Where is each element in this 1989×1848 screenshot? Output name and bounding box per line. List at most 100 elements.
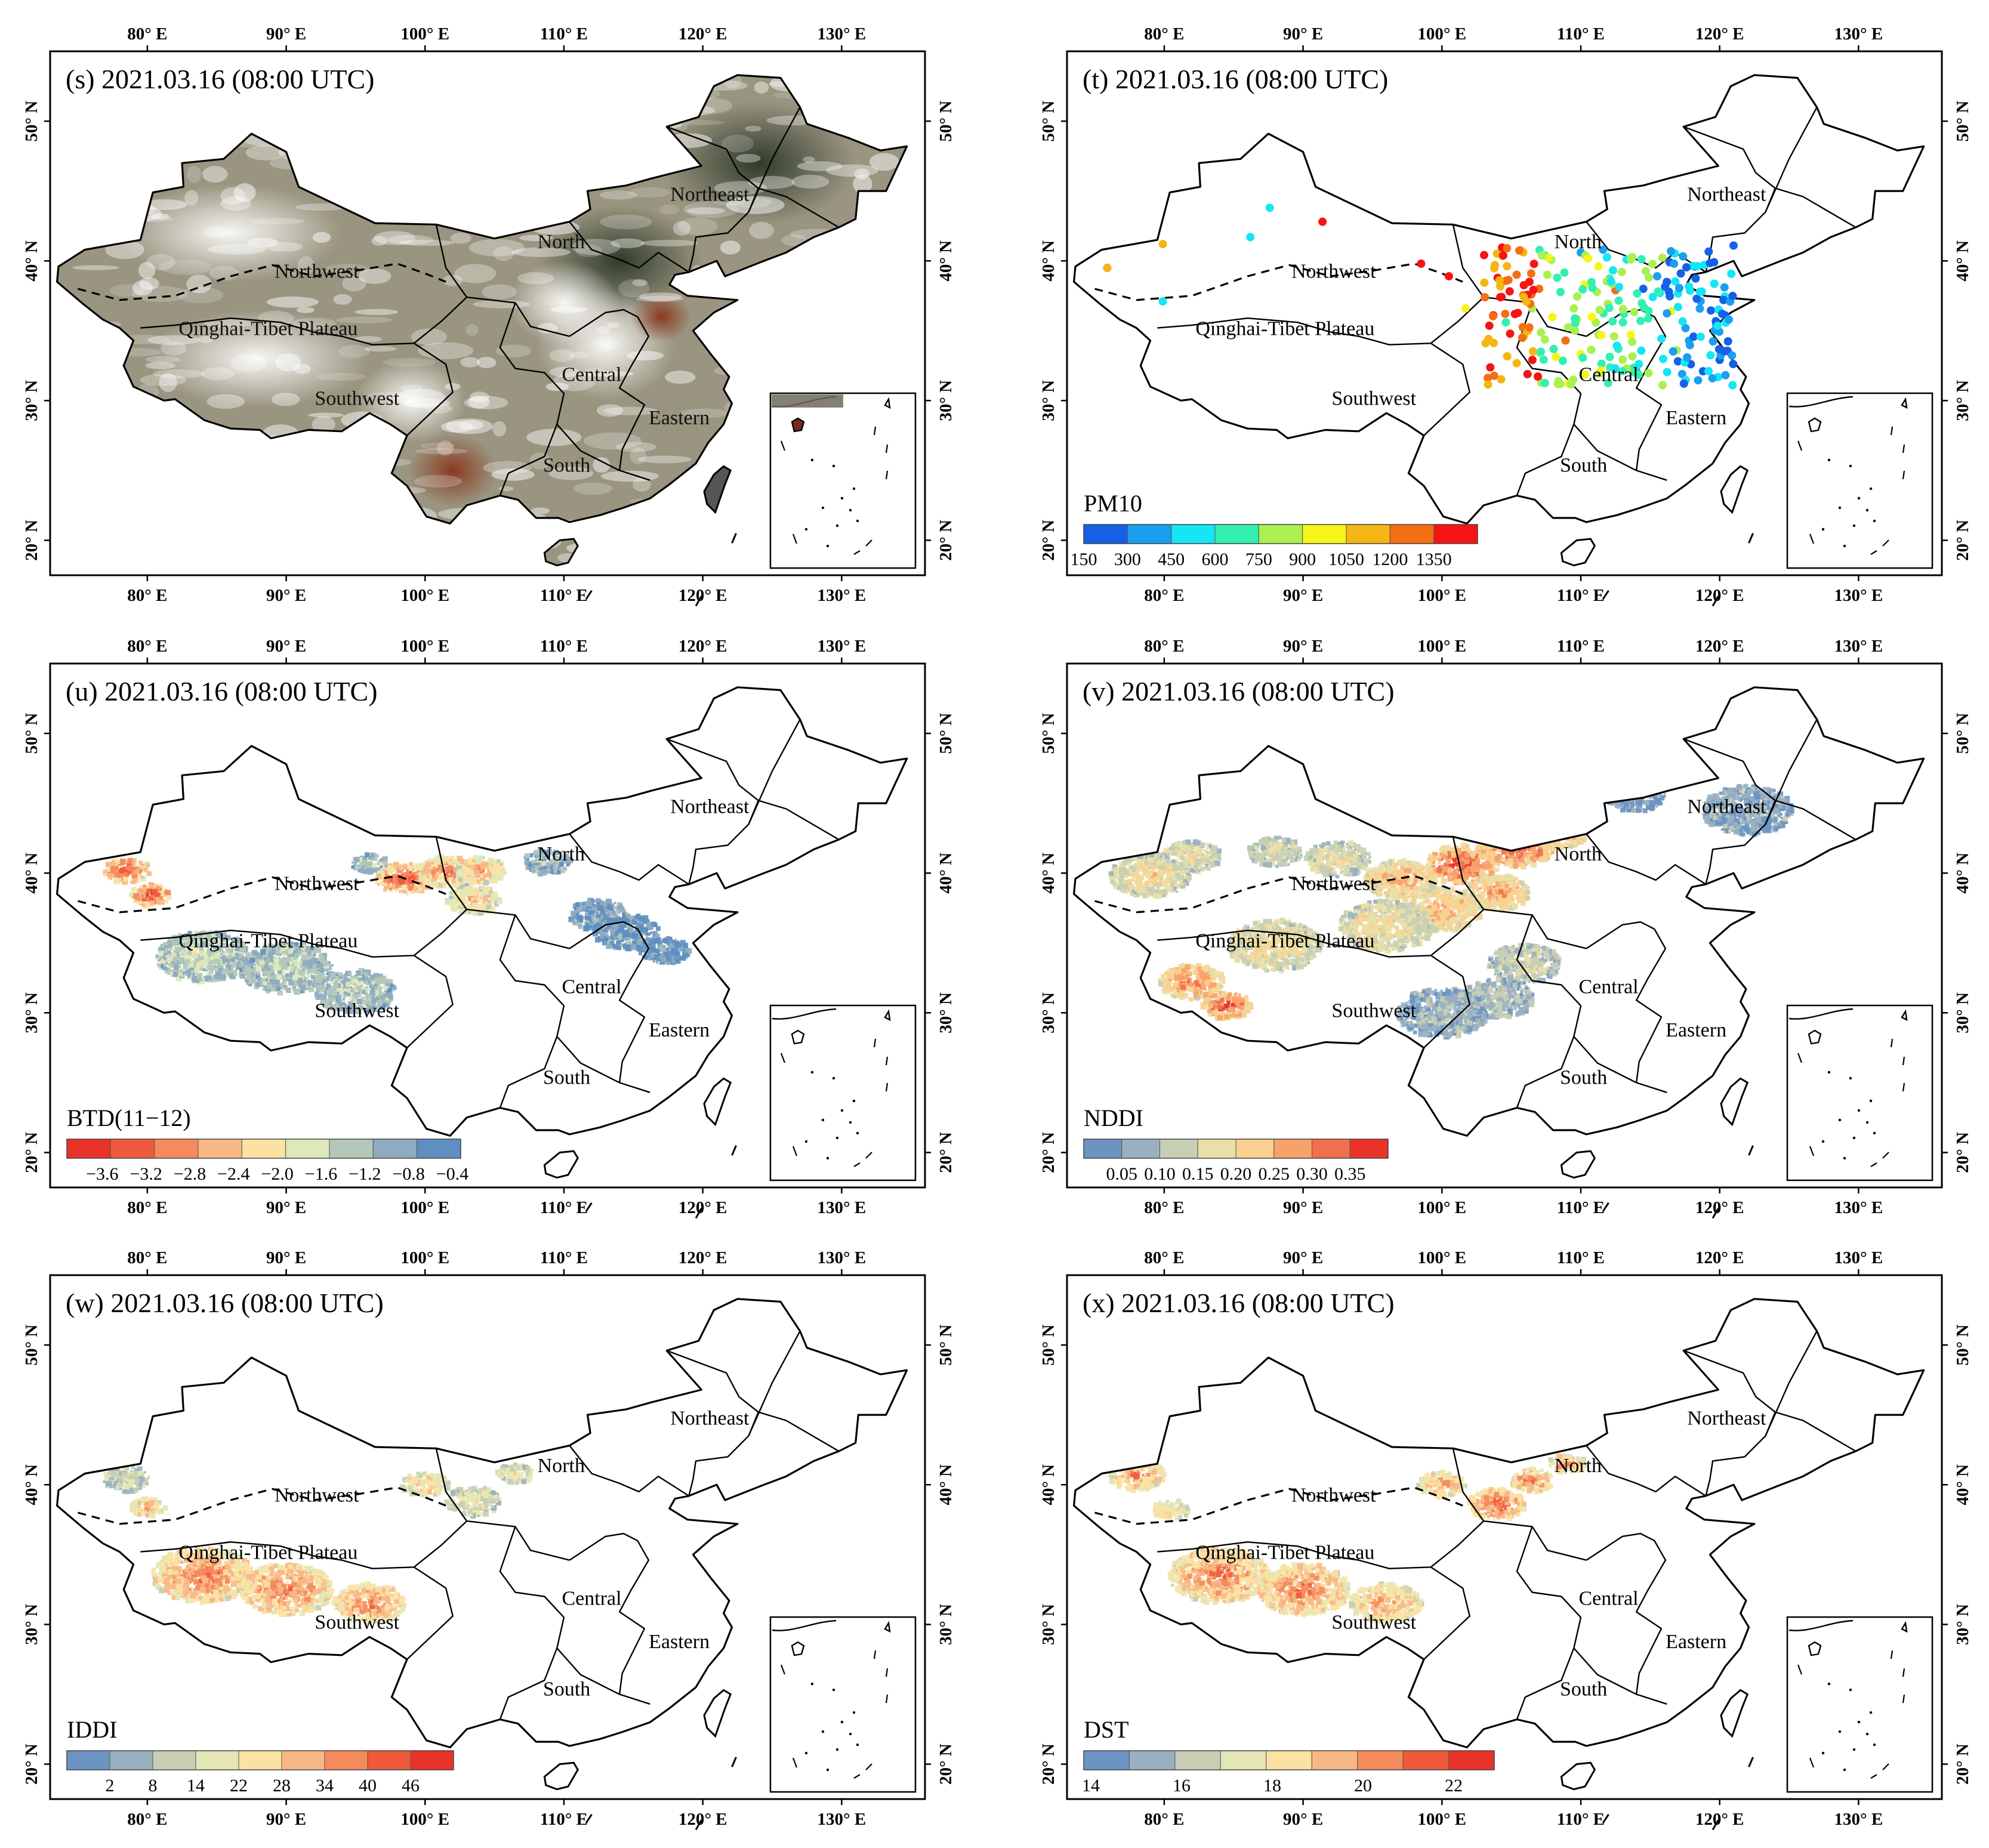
- colorbar-tick-label: 28: [273, 1776, 291, 1795]
- pm10-site: [1512, 270, 1521, 279]
- lon-tick-label: 90° E: [266, 1198, 306, 1217]
- lon-tick-label: 110° E: [540, 24, 588, 44]
- pm10-site: [1549, 344, 1558, 353]
- pm10-site: [1497, 375, 1506, 384]
- region-boundary: [556, 1036, 620, 1084]
- region-boundary: [758, 187, 840, 229]
- map-panel-t: Northeast North Northwest Qinghai-Tibet Pla…: [1039, 24, 1972, 675]
- pm10-site: [1461, 304, 1470, 313]
- lat-tick-label: 50° N: [1039, 713, 1058, 754]
- hainan-outline: [1560, 1761, 1596, 1791]
- lon-tick-label: 110° E: [540, 637, 588, 656]
- pm10-site: [1614, 296, 1623, 305]
- pm10-site: [1645, 273, 1654, 282]
- region-label: South: [1560, 1067, 1607, 1089]
- pm10-site: [1444, 272, 1453, 280]
- pm10-site: [1497, 292, 1506, 301]
- region-boundary: [748, 719, 801, 825]
- pm10-site: [1612, 341, 1621, 350]
- pm10-site: [1666, 247, 1675, 256]
- colorbar-tick-label: 1200: [1372, 550, 1408, 569]
- pm10-site: [1721, 371, 1730, 380]
- pm10-site: [1664, 287, 1673, 296]
- pm10-site: [1554, 377, 1563, 385]
- pm10-site: [1654, 287, 1663, 296]
- taiwan-outline: [703, 465, 732, 514]
- lon-tick-label: 110° E: [540, 586, 588, 605]
- lat-tick-label: 50° N: [22, 713, 41, 754]
- colorbar-swatch: [152, 1750, 196, 1770]
- region-boundary: [569, 308, 650, 481]
- pm10-site: [1597, 331, 1606, 340]
- pm10-site: [1608, 266, 1617, 275]
- pm10-sites: [1103, 203, 1738, 390]
- pm10-site: [1587, 345, 1596, 354]
- pm10-site: [1683, 353, 1692, 362]
- colorbar-tick-label: 150: [1071, 550, 1097, 569]
- lon-tick-label: 120° E: [679, 1198, 727, 1217]
- pm10-site: [1663, 277, 1672, 286]
- pm10-site: [1678, 317, 1687, 326]
- region-boundary: [140, 909, 467, 958]
- region-boundary: [1586, 1532, 1667, 1705]
- lat-tick-label: 40° N: [1039, 240, 1058, 282]
- pm10-site: [1648, 292, 1657, 301]
- lat-tick-label: 20° N: [1953, 520, 1972, 561]
- lon-tick-label: 90° E: [266, 586, 306, 605]
- colorbar-tick-label: 20: [1354, 1776, 1372, 1795]
- region-boundary: [406, 955, 454, 1048]
- pm10-site: [1644, 306, 1653, 315]
- colorbar-swatch: [281, 1750, 325, 1770]
- colorbar-swatch: [1083, 524, 1128, 544]
- pm10-site: [1318, 217, 1327, 226]
- region-boundary: [1157, 297, 1484, 345]
- pm10-site: [1528, 356, 1537, 365]
- pm10-site: [1634, 371, 1643, 380]
- lon-tick-label: 80° E: [127, 1810, 167, 1829]
- colorbar-tick-label: 46: [402, 1776, 420, 1795]
- colorbar-tick-label: 0.15: [1182, 1164, 1214, 1184]
- region-label: Qinghai-Tibet Plateau: [178, 1541, 357, 1563]
- pm10-site: [1608, 317, 1617, 326]
- pm10-site: [1529, 285, 1538, 294]
- colorbar-swatch: [1197, 1139, 1236, 1159]
- region-label: Southwest: [314, 387, 399, 409]
- lat-tick-label: 40° N: [1039, 1464, 1058, 1505]
- pm10-site: [1694, 376, 1703, 385]
- lon-tick-label: 130° E: [1834, 1248, 1883, 1267]
- pm10-site: [1504, 276, 1513, 285]
- pm10-site: [1605, 353, 1614, 362]
- lon-tick-label: 90° E: [266, 637, 306, 656]
- lat-tick-label: 20° N: [1953, 1744, 1972, 1785]
- pm10-site: [1663, 368, 1672, 377]
- region-label: Qinghai-Tibet Plateau: [1195, 317, 1374, 340]
- pm10-site: [1584, 254, 1593, 263]
- colorbar-tick-label: −1.2: [349, 1164, 381, 1184]
- colorbar-swatch: [1121, 1139, 1160, 1159]
- pm10-site: [1685, 341, 1694, 350]
- pm10-site: [1679, 379, 1688, 388]
- region-label: Qinghai-Tibet Plateau: [1195, 930, 1374, 952]
- pm10-site: [1417, 259, 1426, 268]
- colorbar: PM10 150 300 450 600 750 900 1050 1200 1350: [1071, 490, 1478, 569]
- pm10-site: [1689, 332, 1698, 341]
- region-label: Northeast: [670, 796, 750, 818]
- pm10-site: [1717, 309, 1726, 318]
- colorbar-swatch: [1127, 524, 1172, 544]
- region-boundary: [748, 1331, 801, 1436]
- colorbar-title: IDDI: [67, 1716, 117, 1743]
- lat-tick-label: 20° N: [936, 1132, 955, 1173]
- pm10-site: [1605, 303, 1614, 312]
- pm10-site: [1246, 233, 1255, 242]
- lon-tick-label: 130° E: [1834, 586, 1883, 605]
- china-border: [1073, 74, 1925, 525]
- index-field: [1106, 1453, 1587, 1624]
- region-boundary: [1775, 187, 1857, 229]
- desert-boundary-dashed: [78, 263, 446, 301]
- lon-tick-label: 80° E: [127, 1198, 167, 1217]
- pm10-site: [1595, 306, 1604, 314]
- region-label: South: [543, 1679, 590, 1701]
- colorbar-swatch: [109, 1750, 153, 1770]
- lat-tick-label: 50° N: [1953, 713, 1972, 754]
- pm10-site: [1676, 269, 1685, 278]
